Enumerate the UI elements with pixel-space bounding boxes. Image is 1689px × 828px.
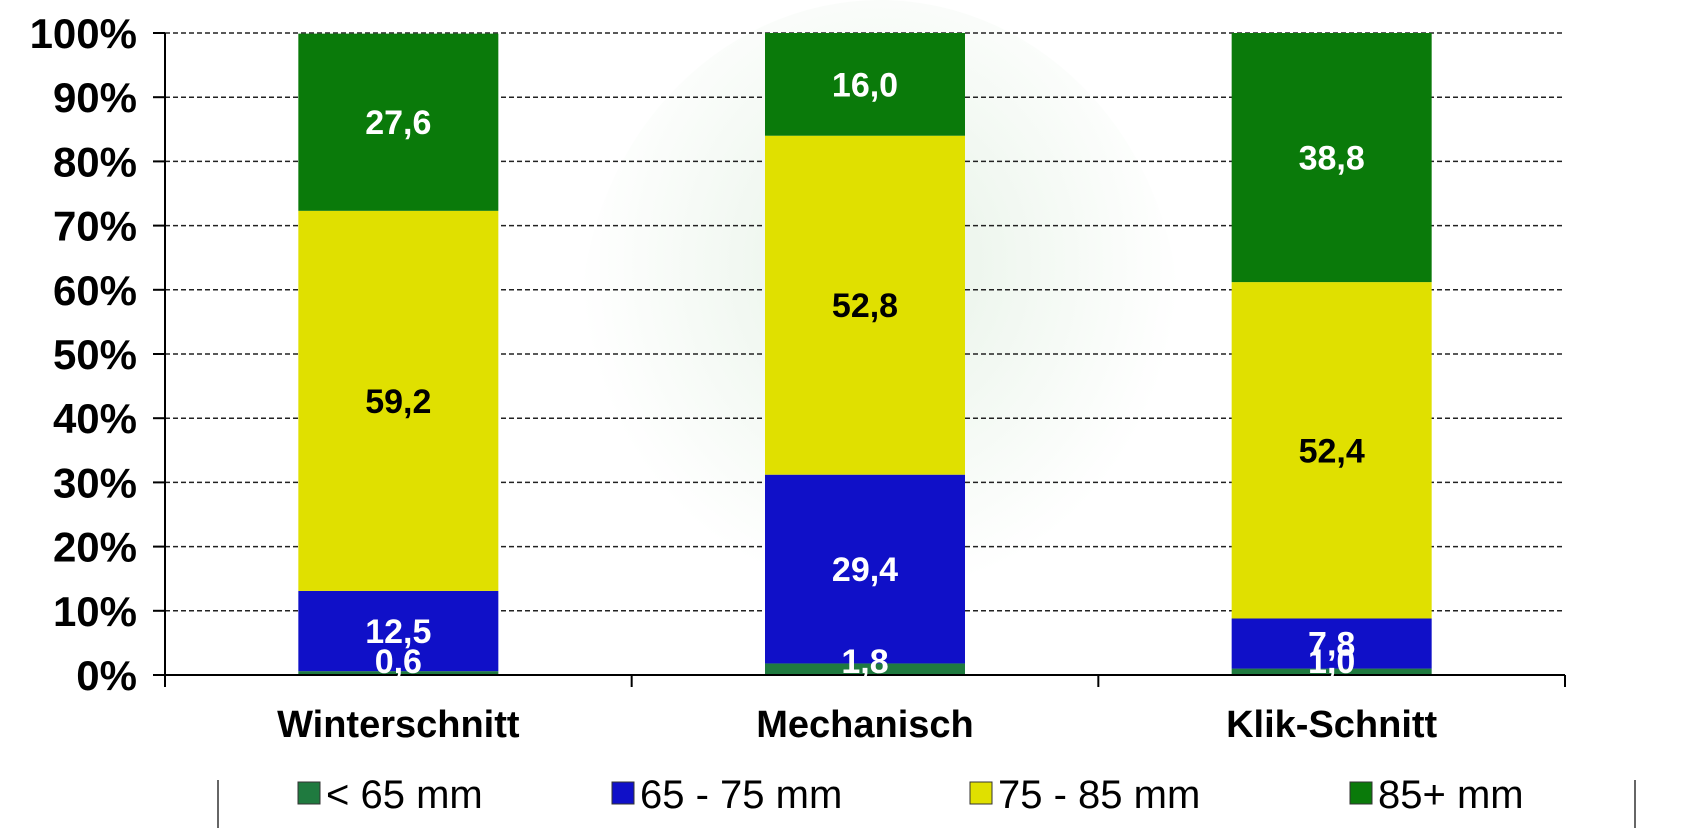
data-label: 52,4 [1299,432,1365,470]
legend-swatch-85-mm [1349,781,1373,805]
legend-swatch-65-mm [297,781,321,805]
axes: 0% 10% 20% 30% 40% 50% 60% 70% 80% 90% 100% Winters… [30,10,1566,746]
bar-segment-klik-schnitt-75-85-mm [1231,282,1432,619]
bar-segment-winterschnitt-65-mm [298,671,499,675]
bar-segment-mechanisch-65-75-mm [765,474,965,664]
y-tick-label: 80% [53,138,137,185]
y-tick-label: 0% [76,652,137,699]
x-tick-label: Winterschnitt [277,704,520,746]
bar-segment-klik-schnitt-85-mm [1231,33,1432,283]
data-label: 59,2 [365,383,431,421]
y-tick-label: 10% [53,588,137,635]
y-tick-label: 60% [53,267,137,314]
data-label: 0,6 [375,643,422,681]
bar-segment-klik-schnitt-65-75-mm [1231,618,1432,669]
bar-segment-winterschnitt-65-75-mm [298,590,499,672]
data-label: 12,5 [365,613,431,651]
legend-label: < 65 mm [326,773,483,817]
data-label: 38,8 [1299,140,1365,178]
y-tick-label: 90% [53,74,137,121]
y-tick-label: 40% [53,395,137,442]
data-label: 1,0 [1308,643,1355,681]
x-tick-label: Klik-Schnitt [1226,704,1437,746]
y-tick-label: 70% [53,203,137,250]
x-tick-label: Mechanisch [756,704,974,746]
data-label: 1,8 [841,643,888,681]
legend-swatch-75-85-mm [969,781,993,805]
legend: < 65 mm 65 - 75 mm 75 - 85 mm 85+ mm [217,773,1636,828]
data-label: 16,0 [832,66,898,104]
y-tick-label: 50% [53,331,137,378]
data-label: 7,8 [1308,626,1355,664]
legend-swatch-65-75-mm [611,781,635,805]
data-label: 27,6 [365,104,431,142]
y-tick-label: 20% [53,524,137,571]
y-tick-label: 100% [30,10,137,57]
data-label: 52,8 [832,287,898,325]
bar-segment-mechanisch-75-85-mm [765,135,965,475]
bar-segment-klik-schnitt-65-mm [1231,668,1432,675]
legend-label: 65 - 75 mm [640,773,842,817]
legend-label: 85+ mm [1378,773,1524,817]
legend-label: 75 - 85 mm [998,773,1200,817]
bar-segment-winterschnitt-75-85-mm [298,210,499,591]
data-labels: 0,612,5 59,2 27,6 1,8 29,4 52,8 16,0 1,07,8 52,4… [365,66,1365,681]
bar-segment-mechanisch-85-mm [765,33,965,136]
data-label: 29,4 [832,551,898,589]
bars [298,33,1432,675]
bar-segment-mechanisch-65-mm [765,663,965,675]
y-tick-label: 30% [53,459,137,506]
bar-segment-winterschnitt-85-mm [298,33,499,211]
